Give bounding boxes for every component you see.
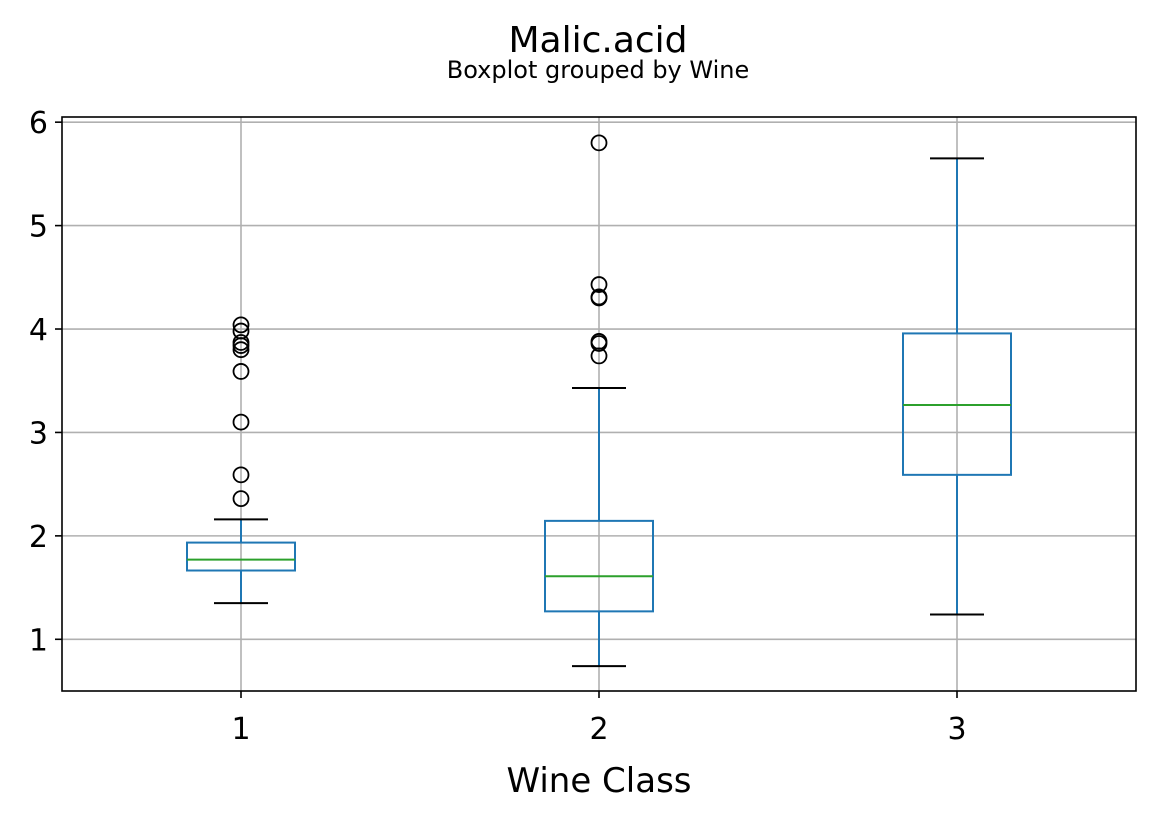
box-group-3 xyxy=(902,157,1012,616)
outlier-point xyxy=(590,276,608,293)
outlier-point xyxy=(232,322,250,340)
x-tick-label: 1 xyxy=(231,712,250,747)
y-tick-label: 6 xyxy=(29,106,48,141)
outlier-point xyxy=(232,466,250,484)
x-axis-label: Wine Class xyxy=(506,761,691,801)
outlier-point xyxy=(232,341,250,359)
outlier-point xyxy=(232,334,250,351)
y-tick-label: 4 xyxy=(29,313,48,348)
x-tick-label: 3 xyxy=(947,712,966,747)
y-tick-label: 2 xyxy=(29,520,48,555)
outlier-point xyxy=(590,288,608,306)
box-group-2 xyxy=(544,134,654,668)
y-tick-label: 1 xyxy=(29,623,48,658)
boxes xyxy=(186,134,1012,668)
y-tick-label: 5 xyxy=(29,210,48,245)
outlier-point xyxy=(232,413,250,431)
iqr-box xyxy=(544,519,654,613)
outlier-point xyxy=(232,490,250,508)
outlier-point xyxy=(590,333,608,350)
chart-title: Malic.acid xyxy=(508,20,687,61)
x-tick-label: 2 xyxy=(589,712,608,747)
y-tick-label: 3 xyxy=(29,416,48,451)
iqr-box xyxy=(186,541,296,572)
outlier-point xyxy=(590,134,608,152)
outlier-point xyxy=(232,363,250,380)
axis-ticks: 1 2 3 4 5 6 1 2 3 xyxy=(29,106,967,747)
box-group-1 xyxy=(186,316,296,605)
outlier-point xyxy=(232,316,250,334)
chart-subtitle: Boxplot grouped by Wine xyxy=(447,56,749,84)
